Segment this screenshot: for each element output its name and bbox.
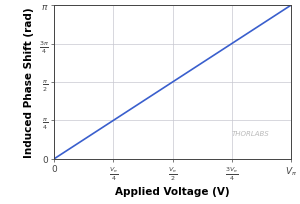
X-axis label: Applied Voltage (V): Applied Voltage (V) <box>115 186 230 196</box>
Text: THORLABS: THORLABS <box>232 130 270 136</box>
Y-axis label: Induced Phase Shift (rad): Induced Phase Shift (rad) <box>24 8 34 157</box>
